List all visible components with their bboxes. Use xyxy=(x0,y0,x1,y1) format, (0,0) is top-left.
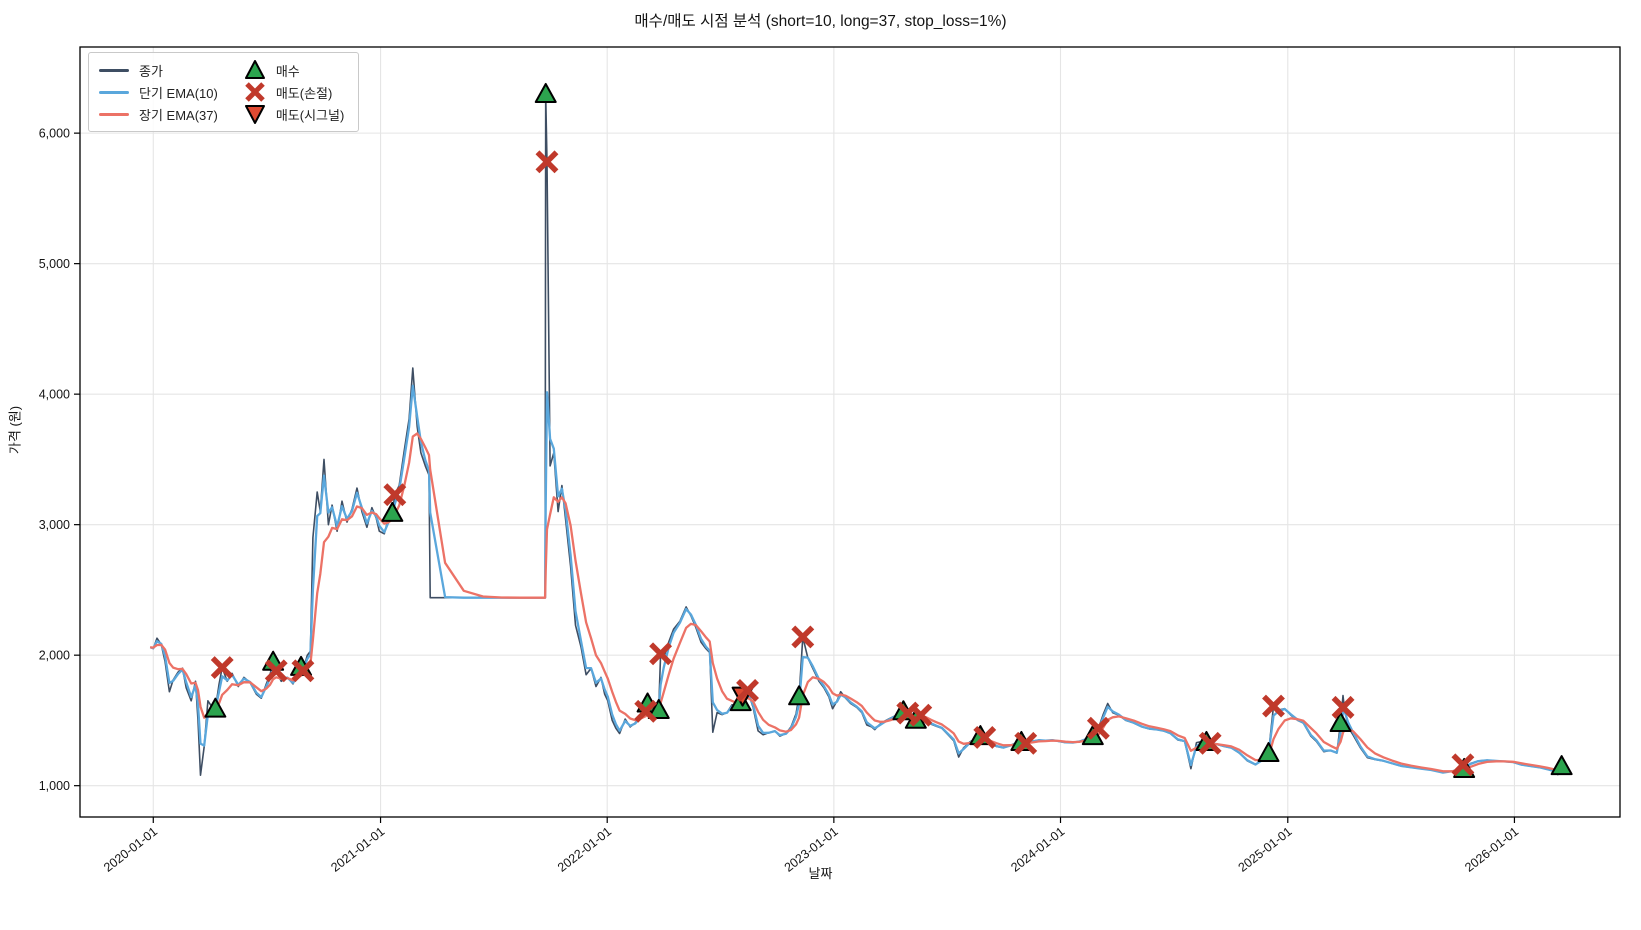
legend-line-swatch xyxy=(99,112,129,116)
buy-marker xyxy=(1329,712,1352,733)
stop-loss-marker xyxy=(535,150,559,174)
legend-item-line-2: 장기 EMA(37) xyxy=(99,103,218,125)
stop-loss-marker xyxy=(736,678,759,702)
legend-label: 종가 xyxy=(139,63,163,79)
y-tick-label: 5,000 xyxy=(39,257,70,271)
triangle-down-icon xyxy=(244,105,265,124)
stop-loss-marker xyxy=(1451,753,1475,777)
stop-loss-marker xyxy=(383,483,407,507)
y-tick-label: 4,000 xyxy=(39,388,70,402)
stop-loss-marker xyxy=(1198,731,1222,755)
legend-label: 매도(손절) xyxy=(275,85,333,101)
y-tick-label: 2,000 xyxy=(39,649,70,663)
stop-loss-marker xyxy=(1014,731,1038,755)
stop-loss-marker xyxy=(1331,695,1355,719)
y-tick-label: 6,000 xyxy=(39,127,70,141)
stop-loss-marker xyxy=(264,659,288,683)
buy-marker xyxy=(647,698,670,719)
legend-item-marker-1: 매도(손절) xyxy=(244,81,344,103)
y-tick-label: 3,000 xyxy=(39,518,70,532)
buy-marker xyxy=(204,697,227,718)
close-price-line xyxy=(149,93,1563,777)
triangle-up-icon xyxy=(244,60,265,79)
stop-loss-marker xyxy=(291,659,315,683)
x-axis-label: 날짜 xyxy=(808,866,833,881)
stop-loss-marker xyxy=(909,703,933,727)
legend-line-swatch xyxy=(99,90,129,94)
legend-item-marker-2: 매도(시그널) xyxy=(244,103,344,125)
stop-loss-marker xyxy=(973,725,997,749)
ema-long-line xyxy=(150,432,1562,773)
stop-loss-marker xyxy=(210,656,234,680)
legend-item-marker-0: 매수 xyxy=(244,59,344,81)
buy-marker xyxy=(788,685,811,706)
y-tick-label: 1,000 xyxy=(39,779,70,793)
chart-title: 매수/매도 시점 분석 (short=10, long=37, stop_los… xyxy=(634,13,1007,30)
legend-line-swatch xyxy=(99,68,129,72)
y-axis-label: 가격 (원) xyxy=(7,405,23,455)
buy-marker xyxy=(381,501,404,522)
legend-item-line-0: 종가 xyxy=(99,59,218,81)
buy-marker xyxy=(1550,755,1573,776)
plot-border xyxy=(79,46,1621,818)
stop-loss-marker xyxy=(649,642,673,666)
stop-loss-marker xyxy=(634,699,658,723)
stop-loss-marker xyxy=(1086,716,1110,740)
x-icon xyxy=(245,82,265,102)
legend-label: 매도(시그널) xyxy=(275,107,345,123)
legend-label: 단기 EMA(10) xyxy=(139,85,218,101)
buy-marker xyxy=(1257,742,1280,763)
stop-loss-marker xyxy=(1262,694,1285,718)
legend-item-line-1: 단기 EMA(10) xyxy=(99,81,218,103)
stop-loss-marker xyxy=(791,625,815,649)
legend-label: 장기 EMA(37) xyxy=(139,107,218,123)
legend-label: 매수 xyxy=(275,63,300,79)
buy-marker xyxy=(534,82,557,103)
